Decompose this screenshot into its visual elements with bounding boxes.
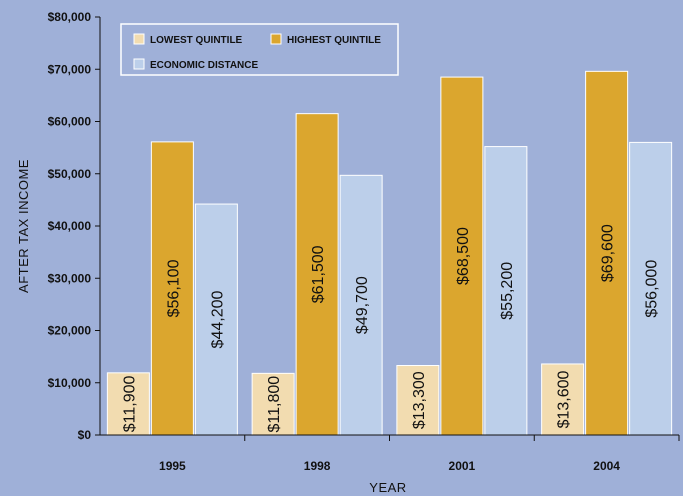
x-axis-title: YEAR xyxy=(369,480,406,495)
y-tick-label: $0 xyxy=(78,428,92,442)
y-tick-label: $10,000 xyxy=(48,376,92,390)
y-tick-label: $40,000 xyxy=(48,219,92,233)
data-label: $13,300 xyxy=(411,371,428,429)
data-label: $44,200 xyxy=(209,291,226,349)
bar xyxy=(629,141,673,436)
data-label: $69,600 xyxy=(600,224,617,282)
legend-label: ECONOMIC DISTANCE xyxy=(150,60,258,71)
bar xyxy=(541,363,585,436)
y-tick-label: $30,000 xyxy=(48,271,92,285)
x-tick-label: 1998 xyxy=(304,459,331,473)
legend-label: HIGHEST QUINTILE xyxy=(287,35,381,46)
y-tick-label: $20,000 xyxy=(48,324,92,338)
bar xyxy=(396,365,440,436)
data-label: $68,500 xyxy=(455,227,472,285)
y-tick-label: $80,000 xyxy=(48,10,92,24)
bar xyxy=(440,76,484,436)
legend-swatch xyxy=(133,33,145,45)
legend-swatch xyxy=(133,58,145,70)
data-label: $61,500 xyxy=(310,245,327,303)
bar xyxy=(150,141,194,436)
data-label: $56,100 xyxy=(165,259,182,317)
data-label: $56,000 xyxy=(644,260,661,318)
bar xyxy=(106,372,150,436)
legend-box xyxy=(120,23,399,76)
data-label: $55,200 xyxy=(499,262,516,320)
legend-label: LOWEST QUINTILE xyxy=(150,35,243,46)
bar xyxy=(194,203,238,436)
y-axis-title: AFTER TAX INCOME xyxy=(16,159,31,293)
data-label: $11,900 xyxy=(121,375,138,432)
legend: LOWEST QUINTILE HIGHEST QUINTILE ECONOMIC … xyxy=(120,23,399,76)
x-tick-label: 2004 xyxy=(593,459,620,473)
data-label: $11,800 xyxy=(266,376,283,433)
bar xyxy=(484,146,528,436)
data-label: $13,600 xyxy=(556,370,573,428)
x-tick-label: 1995 xyxy=(159,459,186,473)
data-label: $49,700 xyxy=(354,276,371,334)
legend-swatch xyxy=(270,33,282,45)
x-tick-label: 2001 xyxy=(449,459,476,473)
y-tick-label: $50,000 xyxy=(48,167,92,181)
y-tick-label: $60,000 xyxy=(48,115,92,129)
y-tick-label: $70,000 xyxy=(48,62,92,76)
